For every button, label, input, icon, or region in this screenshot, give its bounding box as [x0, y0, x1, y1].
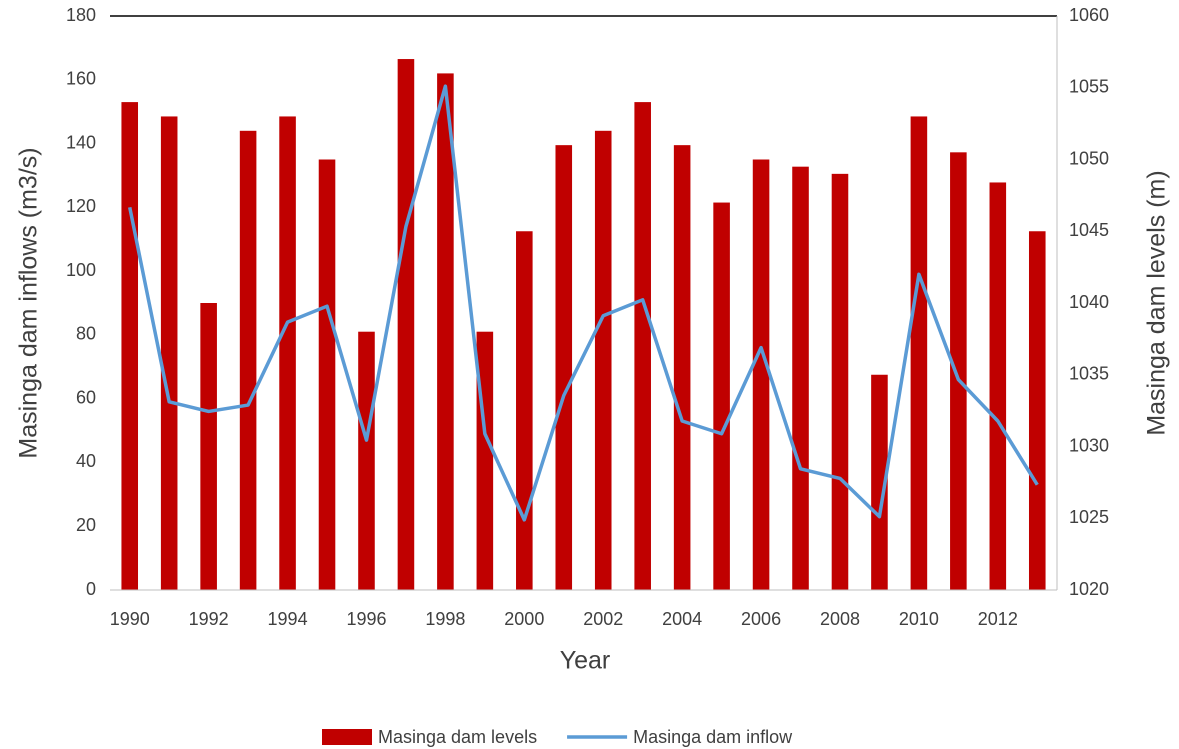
x-tick-label: 2008	[820, 609, 860, 629]
bar	[239, 130, 257, 591]
bar	[160, 116, 178, 590]
y-tick-label: 20	[76, 515, 96, 535]
y2-axis-title: Masinga dam levels (m)	[1143, 170, 1171, 435]
bar	[516, 231, 533, 590]
bar	[594, 130, 612, 591]
y-tick-label: 180	[66, 5, 96, 25]
bar	[121, 102, 139, 590]
x-tick-label: 2000	[504, 609, 544, 629]
y-tick-label: 40	[76, 451, 96, 471]
bar	[318, 159, 336, 590]
y2-tick-label: 1035	[1069, 364, 1109, 384]
x-tick-label: 2010	[899, 609, 939, 629]
bar	[910, 116, 928, 590]
bar	[555, 145, 573, 590]
y2-tick-label: 1045	[1069, 220, 1109, 240]
x-tick-label: 2004	[662, 609, 702, 629]
bar	[871, 374, 888, 590]
bar	[673, 145, 691, 590]
bar	[792, 166, 809, 591]
bar	[989, 182, 1007, 590]
y-tick-label: 60	[76, 387, 96, 407]
y-tick-label: 160	[66, 69, 96, 89]
bar	[713, 202, 730, 591]
y-tick-label: 100	[66, 260, 96, 280]
y2-tick-label: 1060	[1069, 5, 1109, 25]
bar	[397, 59, 415, 591]
y2-tick-label: 1050	[1069, 148, 1109, 168]
y-tick-label: 120	[66, 196, 96, 216]
bar	[200, 303, 217, 590]
y-axis-title: Masinga dam inflows (m3/s)	[15, 147, 43, 458]
x-tick-label: 1996	[346, 609, 386, 629]
y2-tick-label: 1025	[1069, 507, 1109, 527]
y-tick-label: 140	[66, 132, 96, 152]
bar	[358, 331, 375, 590]
x-tick-label: 2012	[978, 609, 1018, 629]
y2-tick-label: 1030	[1069, 435, 1109, 455]
y2-tick-label: 1055	[1069, 77, 1109, 97]
x-tick-label: 1998	[425, 609, 465, 629]
x-tick-label: 1990	[110, 609, 150, 629]
x-axis-title: Year	[560, 647, 611, 675]
x-tick-label: 2002	[583, 609, 623, 629]
x-tick-label: 2006	[741, 609, 781, 629]
bar	[752, 159, 770, 590]
y-tick-label: 0	[86, 579, 96, 599]
x-tick-label: 1992	[189, 609, 229, 629]
bar	[279, 116, 296, 590]
bar	[1028, 231, 1046, 590]
y-tick-label: 80	[76, 324, 96, 344]
bar	[950, 152, 967, 590]
y2-tick-label: 1020	[1069, 579, 1109, 599]
bar	[437, 73, 454, 590]
bar	[831, 173, 849, 590]
legend-label: Masinga dam levels	[378, 727, 537, 747]
x-tick-label: 1994	[268, 609, 308, 629]
legend-label: Masinga dam inflow	[633, 727, 793, 747]
bar	[634, 102, 651, 590]
y2-tick-label: 1040	[1069, 292, 1109, 312]
line	[128, 84, 1039, 522]
legend-swatch	[322, 729, 372, 745]
